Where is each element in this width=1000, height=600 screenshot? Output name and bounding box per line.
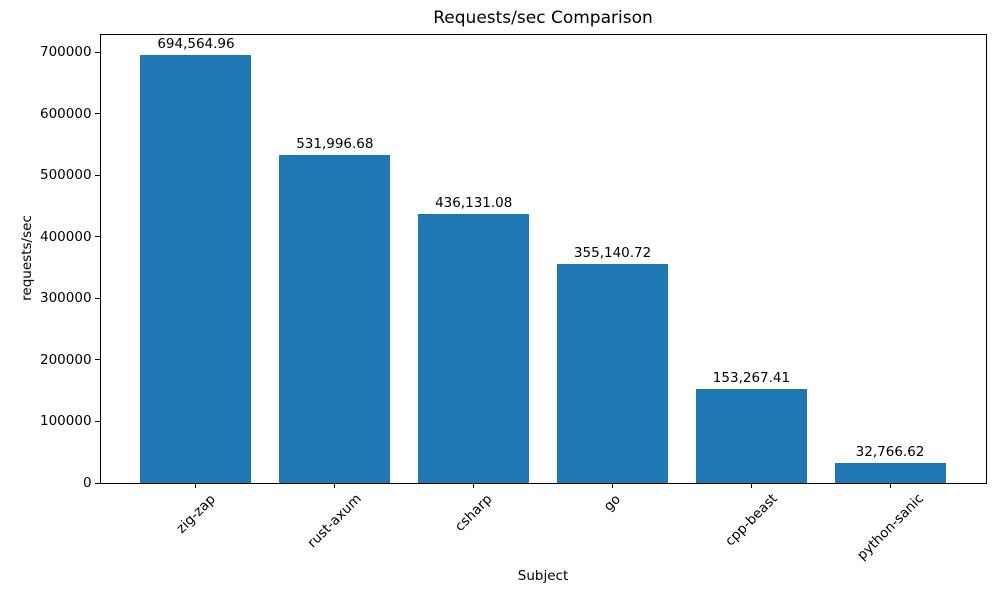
x-tick-label-csharp: csharp	[451, 490, 496, 535]
x-tick-mark	[195, 483, 197, 488]
x-tick-label-go: go	[600, 491, 624, 515]
bar-cpp-beast	[695, 388, 807, 483]
bar-value-label-rust-axum: 531,996.68	[296, 136, 374, 153]
y-tick-mark	[95, 51, 100, 53]
x-tick-mark	[473, 483, 475, 488]
y-tick-mark	[95, 113, 100, 115]
y-tick-label: 200000	[40, 351, 92, 368]
y-tick-label: 500000	[40, 167, 92, 184]
x-tick-mark	[334, 483, 336, 488]
bar-go	[556, 264, 668, 483]
y-tick-mark	[95, 482, 100, 484]
x-tick-mark	[889, 483, 891, 488]
y-tick-mark	[95, 174, 100, 176]
plot-area	[100, 34, 987, 484]
x-tick-label-zig-zap: zig-zap	[173, 490, 219, 537]
y-tick-mark	[95, 297, 100, 299]
y-tick-label: 700000	[40, 44, 92, 61]
y-tick-mark	[95, 236, 100, 238]
x-tick-label-python-sanic: python-sanic	[853, 490, 927, 564]
y-tick-label: 600000	[40, 105, 92, 122]
x-tick-mark	[611, 483, 613, 488]
bar-rust-axum	[279, 155, 391, 483]
bar-value-label-python-sanic: 32,766.62	[855, 443, 925, 460]
bar-zig-zap	[140, 55, 252, 483]
y-tick-label: 300000	[40, 290, 92, 307]
x-tick-mark	[750, 483, 752, 488]
bar-value-label-csharp: 436,131.08	[435, 195, 513, 212]
chart-title: Requests/sec Comparison	[433, 8, 653, 28]
y-tick-label: 400000	[40, 228, 92, 245]
bar-python-sanic	[834, 462, 946, 483]
bar-value-label-zig-zap: 694,564.96	[157, 36, 235, 53]
y-tick-mark	[95, 420, 100, 422]
bar-value-label-cpp-beast: 153,267.41	[712, 369, 791, 386]
y-tick-label: 0	[83, 475, 92, 491]
y-tick-mark	[95, 359, 100, 361]
y-tick-label: 100000	[40, 413, 92, 430]
bar-value-label-go: 355,140.72	[573, 245, 652, 262]
bar-csharp	[418, 214, 530, 483]
x-tick-label-rust-axum: rust-axum	[304, 490, 365, 552]
x-axis-label: Subject	[517, 568, 569, 584]
x-tick-label-cpp-beast: cpp-beast	[721, 491, 781, 550]
